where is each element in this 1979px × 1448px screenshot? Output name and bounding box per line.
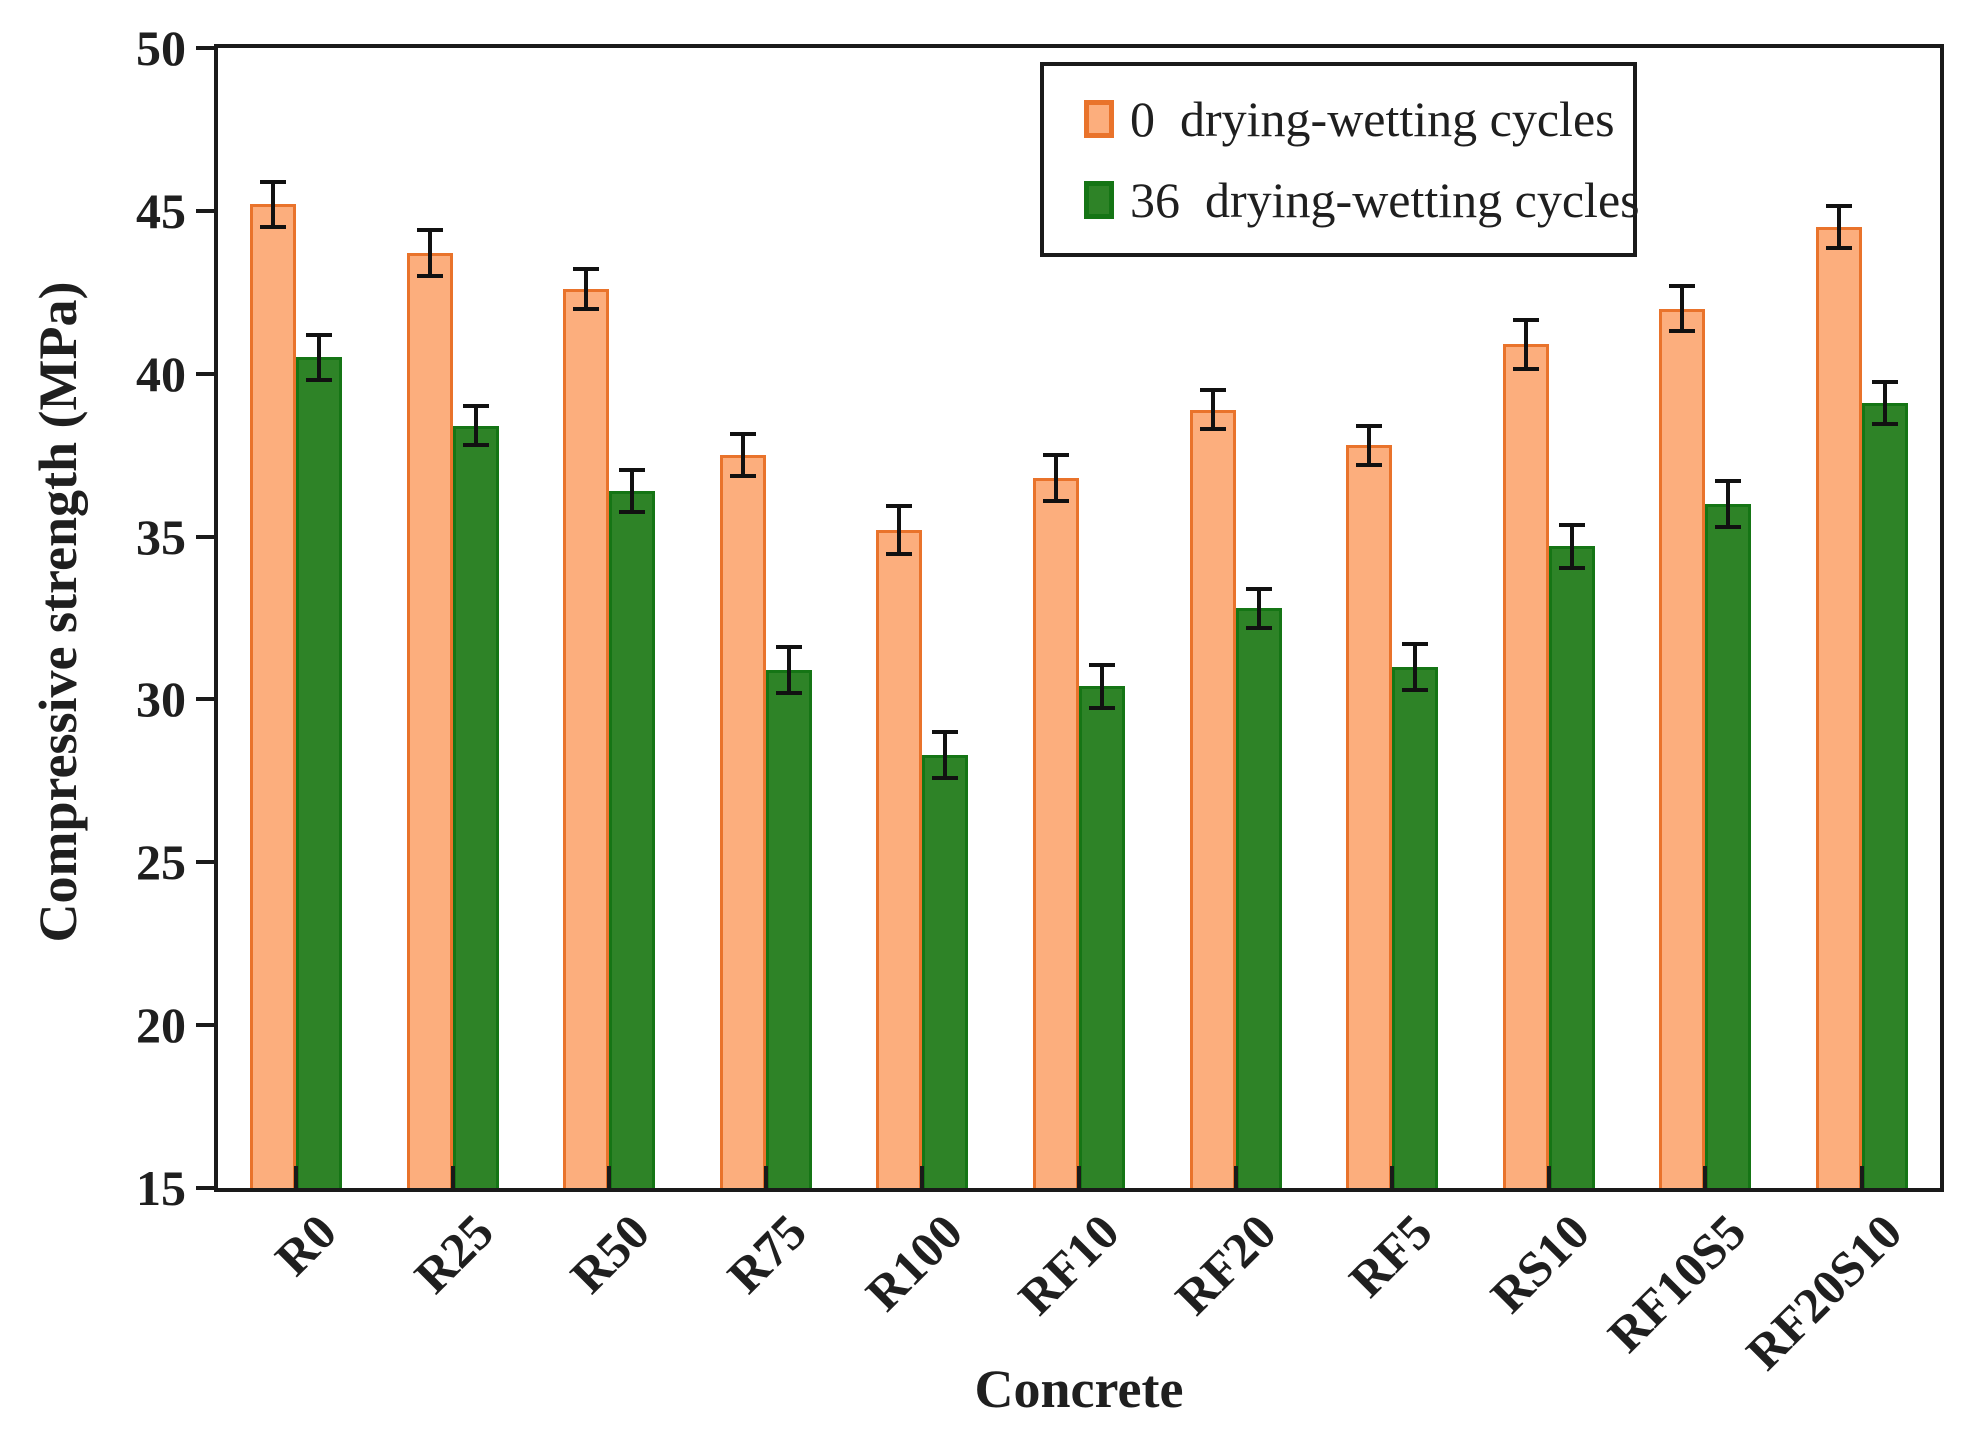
y-tick-label-25: 25 [136,834,186,891]
y-tick-label-35: 35 [136,508,186,565]
y-tick-25 [196,860,218,865]
y-tick-label-45: 45 [136,182,186,239]
y-tick-15 [196,1186,218,1190]
bar-RF20-series1 [1235,608,1282,1188]
bar-RF10-series0 [1033,477,1079,1188]
x-tick-label-RF20: RF20 [1164,1203,1287,1326]
y-tick-label-15: 15 [136,1160,186,1216]
x-tick-label-RF5: RF5 [1338,1203,1443,1308]
x-tick-R25 [450,1166,455,1188]
x-tick-R0 [294,1166,299,1188]
bar-RF10-series1 [1079,686,1125,1188]
legend-swatch-0-cycles [1084,99,1114,138]
x-tick-label-RS10: RS10 [1479,1203,1600,1324]
bar-R0-series0 [250,204,297,1188]
bar-RF20S10-series0 [1815,227,1862,1188]
x-tick-RS10 [1546,1166,1551,1188]
x-tick-label-R100: R100 [855,1203,974,1322]
bar-R100-series1 [922,754,969,1188]
x-tick-RF10S5 [1703,1166,1708,1188]
x-tick-RF5 [1390,1166,1395,1188]
y-tick-label-30: 30 [136,671,186,728]
x-tick-label-R25: R25 [403,1203,504,1304]
x-tick-label-R50: R50 [559,1203,661,1304]
x-tick-label-RF10: RF10 [1007,1203,1130,1326]
legend-item-0-cycles: 0 drying-wetting cycles [1084,90,1633,148]
x-tick-RF10 [1077,1166,1081,1188]
legend-item-36-cycles: 36 drying-wetting cycles [1084,171,1640,229]
bar-R50-series0 [563,289,610,1188]
bar-RF5-series0 [1346,445,1393,1188]
bar-R75-series1 [765,670,812,1188]
bar-RF5-series1 [1392,666,1439,1188]
y-tick-20 [196,1023,218,1028]
y-tick-label-40: 40 [136,345,186,402]
legend-label-36-cycles: 36 drying-wetting cycles [1130,172,1640,229]
bar-R50-series1 [609,490,656,1188]
x-tick-label-R75: R75 [716,1203,817,1304]
legend-label-0-cycles: 0 drying-wetting cycles [1130,90,1615,147]
legend-swatch-36-cycles [1084,181,1114,220]
x-tick-RF20 [1233,1166,1238,1188]
y-tick-45 [196,208,218,213]
y-tick-label-50: 50 [136,20,186,76]
bar-RF20S10-series1 [1861,403,1908,1188]
bar-R75-series0 [719,455,766,1188]
x-tick-label-R0: R0 [264,1203,348,1287]
bar-RF10S5-series1 [1705,504,1752,1188]
bar-R25-series1 [452,425,499,1188]
bar-R100-series0 [876,530,923,1188]
y-tick-30 [196,697,218,702]
y-tick-50 [196,46,218,50]
x-tick-RF20S10 [1859,1166,1864,1188]
y-tick-label-20: 20 [136,997,186,1054]
y-tick-40 [196,371,218,376]
y-tick-35 [196,534,218,539]
x-axis-title: Concrete [974,1359,1184,1419]
bar-R25-series0 [406,253,453,1188]
bar-RS10-series0 [1502,344,1549,1188]
x-tick-R50 [607,1166,612,1188]
bar-RS10-series1 [1548,546,1595,1188]
legend: 0 drying-wetting cycles 36 drying-wettin… [1040,62,1640,257]
x-tick-R75 [763,1166,768,1188]
x-tick-label-RF10S5: RF10S5 [1596,1203,1757,1363]
x-tick-R100 [920,1166,925,1188]
x-tick-label-RF20S10: RF20S10 [1735,1203,1913,1381]
bar-RF10S5-series0 [1659,308,1706,1188]
bar-RF20-series0 [1189,409,1236,1188]
bar-R0-series1 [296,357,343,1188]
